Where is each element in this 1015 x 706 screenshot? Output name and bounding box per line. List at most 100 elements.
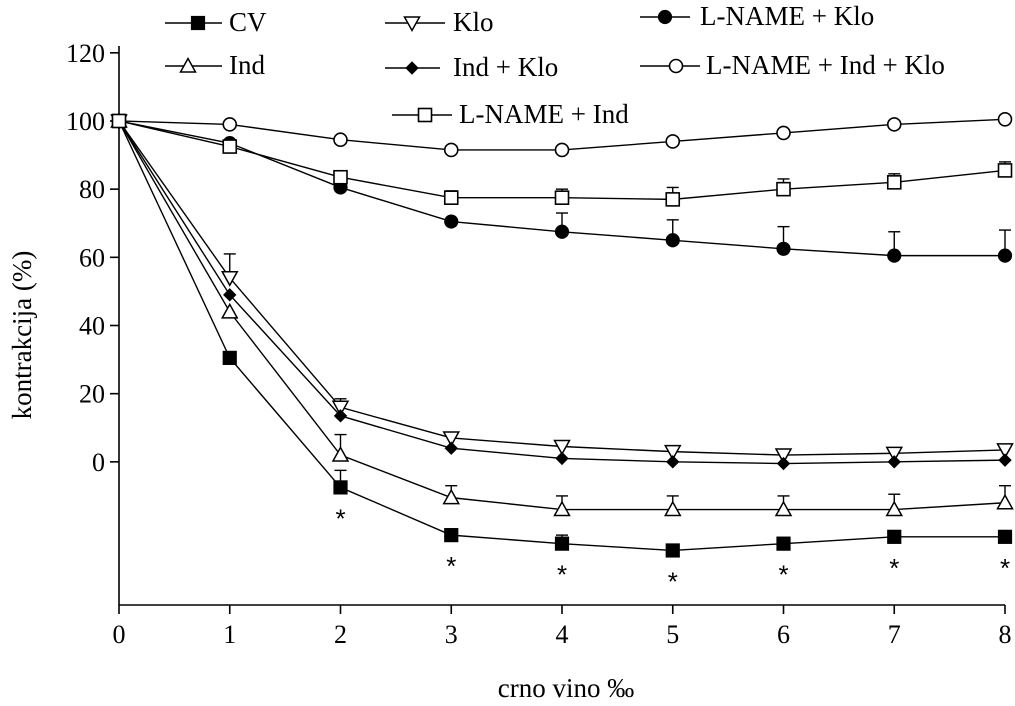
- series-klo: [110, 114, 1014, 465]
- x-tick-label: 5: [666, 620, 679, 649]
- legend-label: Klo: [453, 7, 494, 37]
- y-tick-label: 80: [79, 175, 105, 204]
- significance-mark: *: [778, 560, 788, 590]
- data-point: [663, 500, 682, 517]
- y-axis-title: kontrakcija (%): [7, 251, 37, 420]
- y-tick-label: 20: [79, 380, 105, 409]
- data-point: [665, 134, 681, 149]
- data-point: [996, 493, 1014, 510]
- data-point: [442, 431, 461, 448]
- x-tick-label: 1: [223, 620, 236, 649]
- data-point: [886, 117, 902, 132]
- data-point: [997, 111, 1013, 127]
- data-point: [331, 445, 350, 462]
- data-point: [885, 446, 904, 463]
- data-point: [666, 455, 680, 469]
- data-point: [997, 529, 1013, 544]
- data-point: [887, 455, 901, 469]
- series-cv: [111, 113, 1013, 558]
- x-tick-label: 4: [556, 620, 569, 649]
- legend-entry-ind-klo: Ind + Klo: [385, 52, 558, 82]
- legend-entry-ind: Ind: [165, 50, 265, 80]
- data-point: [887, 529, 902, 544]
- data-point: [776, 241, 791, 256]
- series-line-l-name-ind: [118, 120, 1006, 201]
- data-point: [220, 302, 239, 319]
- data-point: [444, 214, 459, 229]
- data-point: [331, 400, 350, 417]
- data-point: [444, 441, 458, 455]
- legend-marker: [417, 107, 433, 123]
- data-point: [222, 139, 238, 154]
- series-line-cv: [118, 120, 1005, 552]
- data-point: [776, 181, 791, 197]
- data-point: [442, 488, 461, 505]
- x-tick-label: 6: [777, 620, 790, 649]
- legend-entry-l-name-klo: L-NAME + Klo: [640, 1, 874, 31]
- legend-label: Ind + Klo: [453, 52, 558, 82]
- legend-label: CV: [229, 7, 267, 37]
- x-tick-label: 0: [113, 620, 126, 649]
- x-tick-label: 8: [999, 620, 1012, 649]
- data-point: [443, 190, 459, 205]
- significance-mark: *: [335, 503, 345, 533]
- significance-mark: *: [1000, 553, 1010, 583]
- legend-entry-l-name-ind-klo: L-NAME + Ind + Klo: [640, 50, 945, 80]
- data-point: [333, 409, 348, 423]
- legend-entry-l-name-ind: L-NAME + Ind: [392, 99, 629, 129]
- data-point: [997, 248, 1013, 263]
- legend-marker: [657, 9, 673, 25]
- legend-marker: [179, 56, 197, 73]
- legend: CV Klo L-NAME + Klo Ind Ind + Klo L-NAME + In…: [165, 1, 945, 129]
- data-point: [665, 192, 681, 207]
- legend-marker: [190, 15, 206, 31]
- legend-marker: [668, 58, 684, 74]
- legend-marker: [403, 16, 421, 33]
- y-tick-label: 120: [66, 39, 105, 68]
- x-tick-label: 3: [445, 620, 458, 649]
- data-point: [996, 443, 1014, 459]
- data-point: [776, 536, 791, 551]
- legend-entry-cv: CV: [165, 7, 267, 37]
- data-point: [333, 480, 348, 495]
- series-layer: * * * * * * *: [110, 111, 1014, 596]
- series-line-klo: [118, 120, 1006, 456]
- significance-mark: *: [889, 553, 899, 583]
- data-point: [333, 132, 348, 148]
- data-point: [222, 117, 238, 132]
- data-point: [554, 190, 570, 205]
- data-point: [554, 536, 570, 551]
- significance-mark: *: [446, 551, 456, 581]
- series-l-name-klo: [111, 113, 1013, 263]
- data-point: [887, 248, 902, 263]
- data-point: [443, 142, 459, 158]
- data-point: [663, 444, 682, 461]
- significance-mark: *: [668, 566, 678, 596]
- legend-label: L-NAME + Ind: [459, 99, 629, 129]
- significance-mark: *: [557, 560, 567, 590]
- x-axis-title: crno vino ‰: [498, 673, 634, 703]
- y-tick-label: 0: [92, 448, 105, 477]
- data-point: [553, 439, 571, 456]
- series-ind-klo: [112, 114, 1012, 471]
- data-point: [444, 528, 459, 543]
- legend-entry-klo: Klo: [385, 7, 494, 37]
- x-tick-label: 2: [334, 620, 347, 649]
- data-point: [665, 543, 680, 558]
- legend-label: L-NAME + Ind + Klo: [706, 50, 945, 80]
- data-point: [998, 453, 1012, 467]
- data-point: [774, 448, 793, 465]
- data-point: [111, 113, 127, 129]
- data-point: [776, 456, 791, 471]
- y-tick-label: 40: [79, 312, 105, 341]
- series-line-ind-klo: [118, 120, 1006, 465]
- series-l-name-ind: [111, 113, 1013, 207]
- legend-marker: [405, 61, 419, 75]
- data-point: [885, 500, 904, 517]
- x-tick-label: 7: [888, 620, 901, 649]
- data-point: [665, 233, 680, 248]
- data-point: [220, 271, 239, 287]
